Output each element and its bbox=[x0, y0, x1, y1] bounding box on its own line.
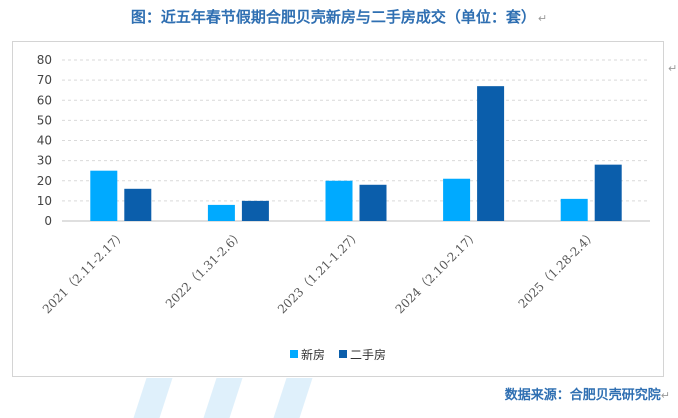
chart-title: 图：近五年春节假期合肥贝壳新房与二手房成交（单位：套） ↵ bbox=[0, 6, 678, 27]
x-category-label: 2024（2.10-2.17） bbox=[393, 227, 482, 316]
bar-second-1 bbox=[241, 200, 269, 221]
legend-swatch bbox=[290, 350, 298, 358]
bars bbox=[90, 86, 622, 221]
watermark-stripe bbox=[273, 378, 313, 418]
watermark-stripe bbox=[133, 378, 173, 418]
paragraph-mark-icon: ↵ bbox=[668, 62, 678, 75]
x-axis-labels: 2021（2.11-2.17） 2022（1.31-2.6） 2023（1.21-1… bbox=[40, 227, 600, 316]
x-category-label: 2021（2.11-2.17） bbox=[40, 227, 129, 316]
watermark-stripe bbox=[203, 378, 243, 418]
bar-second-2 bbox=[359, 184, 387, 221]
bar-new-1 bbox=[207, 204, 235, 221]
y-tick-label: 10 bbox=[37, 194, 52, 208]
x-category-label: 2022（1.31-2.6） bbox=[163, 227, 247, 311]
x-category-label: 2023（1.21-1.27） bbox=[275, 227, 364, 316]
paragraph-mark-icon: ↵ bbox=[537, 12, 548, 25]
y-tick-label: 50 bbox=[37, 113, 52, 127]
y-tick-label: 60 bbox=[37, 93, 52, 107]
legend-label: 新房 bbox=[301, 347, 325, 362]
legend-swatch bbox=[339, 350, 347, 358]
x-category-label: 2025（1.28-2.4） bbox=[516, 227, 600, 311]
y-tick-label: 70 bbox=[37, 73, 52, 87]
bar-second-3 bbox=[477, 86, 505, 221]
title-text: 图：近五年春节假期合肥贝壳新房与二手房成交（单位：套） bbox=[130, 8, 536, 26]
legend: 新房 二手房 bbox=[290, 347, 386, 362]
bar-new-4 bbox=[560, 198, 588, 221]
y-tick-label: 0 bbox=[44, 214, 52, 228]
y-tick-label: 20 bbox=[37, 174, 52, 188]
bar-new-2 bbox=[325, 180, 353, 221]
y-axis: 0 10 20 30 40 50 60 70 80 bbox=[37, 53, 650, 228]
source-note: 数据来源：合肥贝壳研究院↵ bbox=[505, 384, 670, 403]
source-text: 数据来源：合肥贝壳研究院 bbox=[504, 388, 661, 403]
chart-frame bbox=[12, 41, 664, 377]
y-tick-label: 80 bbox=[37, 53, 52, 67]
grid-layer bbox=[62, 59, 650, 202]
y-tick-label: 40 bbox=[37, 134, 52, 148]
bar-chart: 0 10 20 30 40 50 60 70 80 2021（2.11-2.17） 2022（1.… bbox=[37, 53, 650, 362]
paragraph-mark-icon: ↵ bbox=[660, 389, 670, 402]
bar-new-0 bbox=[90, 170, 118, 221]
bar-new-3 bbox=[443, 178, 471, 221]
y-tick-label: 30 bbox=[37, 154, 52, 168]
bar-second-0 bbox=[124, 188, 152, 221]
bar-second-4 bbox=[594, 164, 622, 221]
legend-label: 二手房 bbox=[350, 347, 386, 362]
